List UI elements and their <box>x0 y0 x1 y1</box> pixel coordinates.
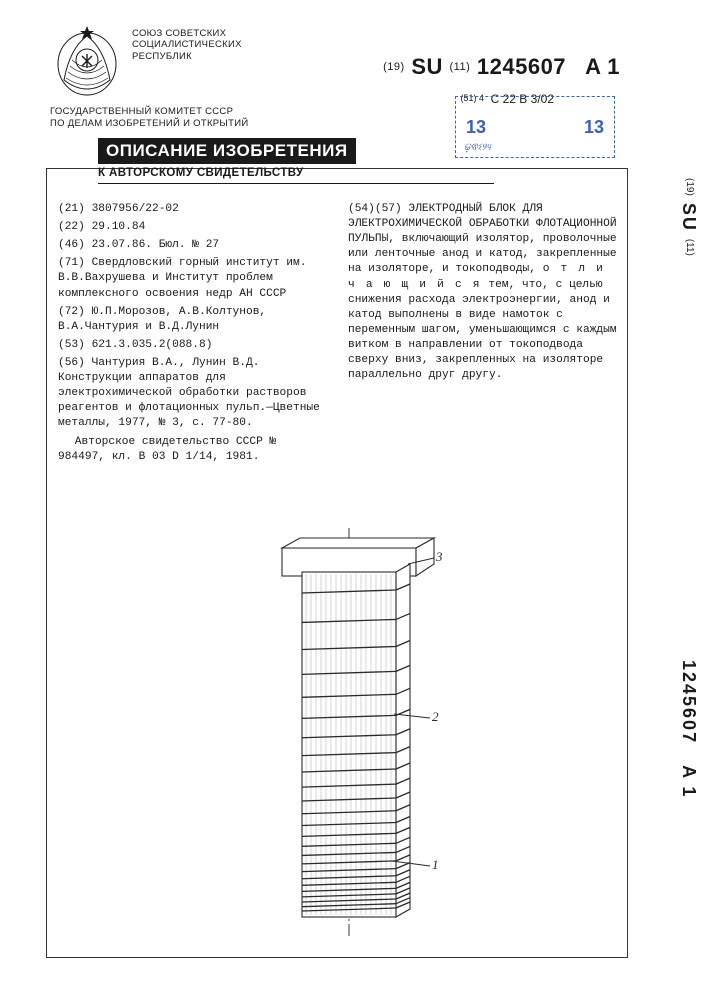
field-21: (21) 3807956/22-02 <box>58 202 328 217</box>
code-19: (19) <box>383 61 405 73</box>
v-country: SU <box>679 203 699 232</box>
v-kind: A 1 <box>679 765 699 798</box>
stamp-number-left: 13 <box>466 117 486 138</box>
document-subtitle: К АВТОРСКОМУ СВИДЕТЕЛЬСТВУ <box>98 167 493 179</box>
stamp-text: ଢ଼ଵଽ୨୳ <box>464 142 491 153</box>
vertical-code-bottom: 1245607 A 1 <box>678 660 699 798</box>
svg-text:1: 1 <box>432 857 439 872</box>
field-22: (22) 29.10.84 <box>58 220 328 235</box>
figure-svg: 1 2 3 <box>240 526 470 941</box>
v-code-19: (19) <box>684 178 695 196</box>
committee-line: ГОСУДАРСТВЕННЫЙ КОМИТЕТ СССР <box>50 106 249 118</box>
field-71: (71) Свердловский горный институт им. В.… <box>58 256 328 301</box>
field-46: (46) 23.07.86. Бюл. № 27 <box>58 238 328 253</box>
biblio-columns: (21) 3807956/22-02 (22) 29.10.84 (46) 23… <box>58 202 618 468</box>
abstract-body2: тем, что, с целью снижения расхода элект… <box>348 279 617 382</box>
right-column: (54)(57) ЭЛЕКТРОДНЫЙ БЛОК ДЛЯ ЭЛЕКТРОХИМ… <box>348 202 618 468</box>
library-stamp: 13 13 ଢ଼ଵଽ୨୳ <box>455 96 615 158</box>
title-rule <box>98 183 494 184</box>
country-code: SU <box>411 54 443 79</box>
field-53: (53) 621.3.035.2(088.8) <box>58 338 328 353</box>
document-title: ОПИСАНИЕ ИЗОБРЕТЕНИЯ <box>98 138 356 164</box>
abstract: (54)(57) ЭЛЕКТРОДНЫЙ БЛОК ДЛЯ ЭЛЕКТРОХИМ… <box>348 202 618 383</box>
field-56: (56) Чантурия В.А., Лунин В.Д. Конструкц… <box>58 356 328 432</box>
stamp-number-right: 13 <box>584 117 604 138</box>
figure: 1 2 3 <box>240 526 470 941</box>
publication-number: (19) SU (11) 1245607 A 1 <box>383 54 620 80</box>
field-72: (72) Ю.П.Морозов, А.В.Колтунов, В.А.Чант… <box>58 305 328 335</box>
field-56-cont: Авторское свидетельство СССР № 984497, к… <box>58 435 328 465</box>
org-line: СОЮЗ СОВЕТСКИХ <box>132 28 242 39</box>
committee-name: ГОСУДАРСТВЕННЫЙ КОМИТЕТ СССР ПО ДЕЛАМ ИЗ… <box>50 106 249 130</box>
doc-number: 1245607 <box>477 54 566 79</box>
org-line: СОЦИАЛИСТИЧЕСКИХ <box>132 39 242 50</box>
org-name: СОЮЗ СОВЕТСКИХ СОЦИАЛИСТИЧЕСКИХ РЕСПУБЛИ… <box>132 28 242 62</box>
vertical-code-top: (19) SU (11) <box>678 178 699 256</box>
code-11: (11) <box>450 61 471 73</box>
title-block: ОПИСАНИЕ ИЗОБРЕТЕНИЯ К АВТОРСКОМУ СВИДЕТ… <box>98 138 493 184</box>
svg-text:2: 2 <box>432 709 439 724</box>
committee-line: ПО ДЕЛАМ ИЗОБРЕТЕНИЙ И ОТКРЫТИЙ <box>50 118 249 130</box>
org-line: РЕСПУБЛИК <box>132 51 242 62</box>
left-column: (21) 3807956/22-02 (22) 29.10.84 (46) 23… <box>58 202 328 468</box>
svg-text:3: 3 <box>435 549 443 564</box>
kind-code: A 1 <box>585 54 620 79</box>
v-number: 1245607 <box>679 660 699 744</box>
v-code-11: (11) <box>684 239 695 256</box>
ussr-emblem-icon <box>54 24 120 98</box>
